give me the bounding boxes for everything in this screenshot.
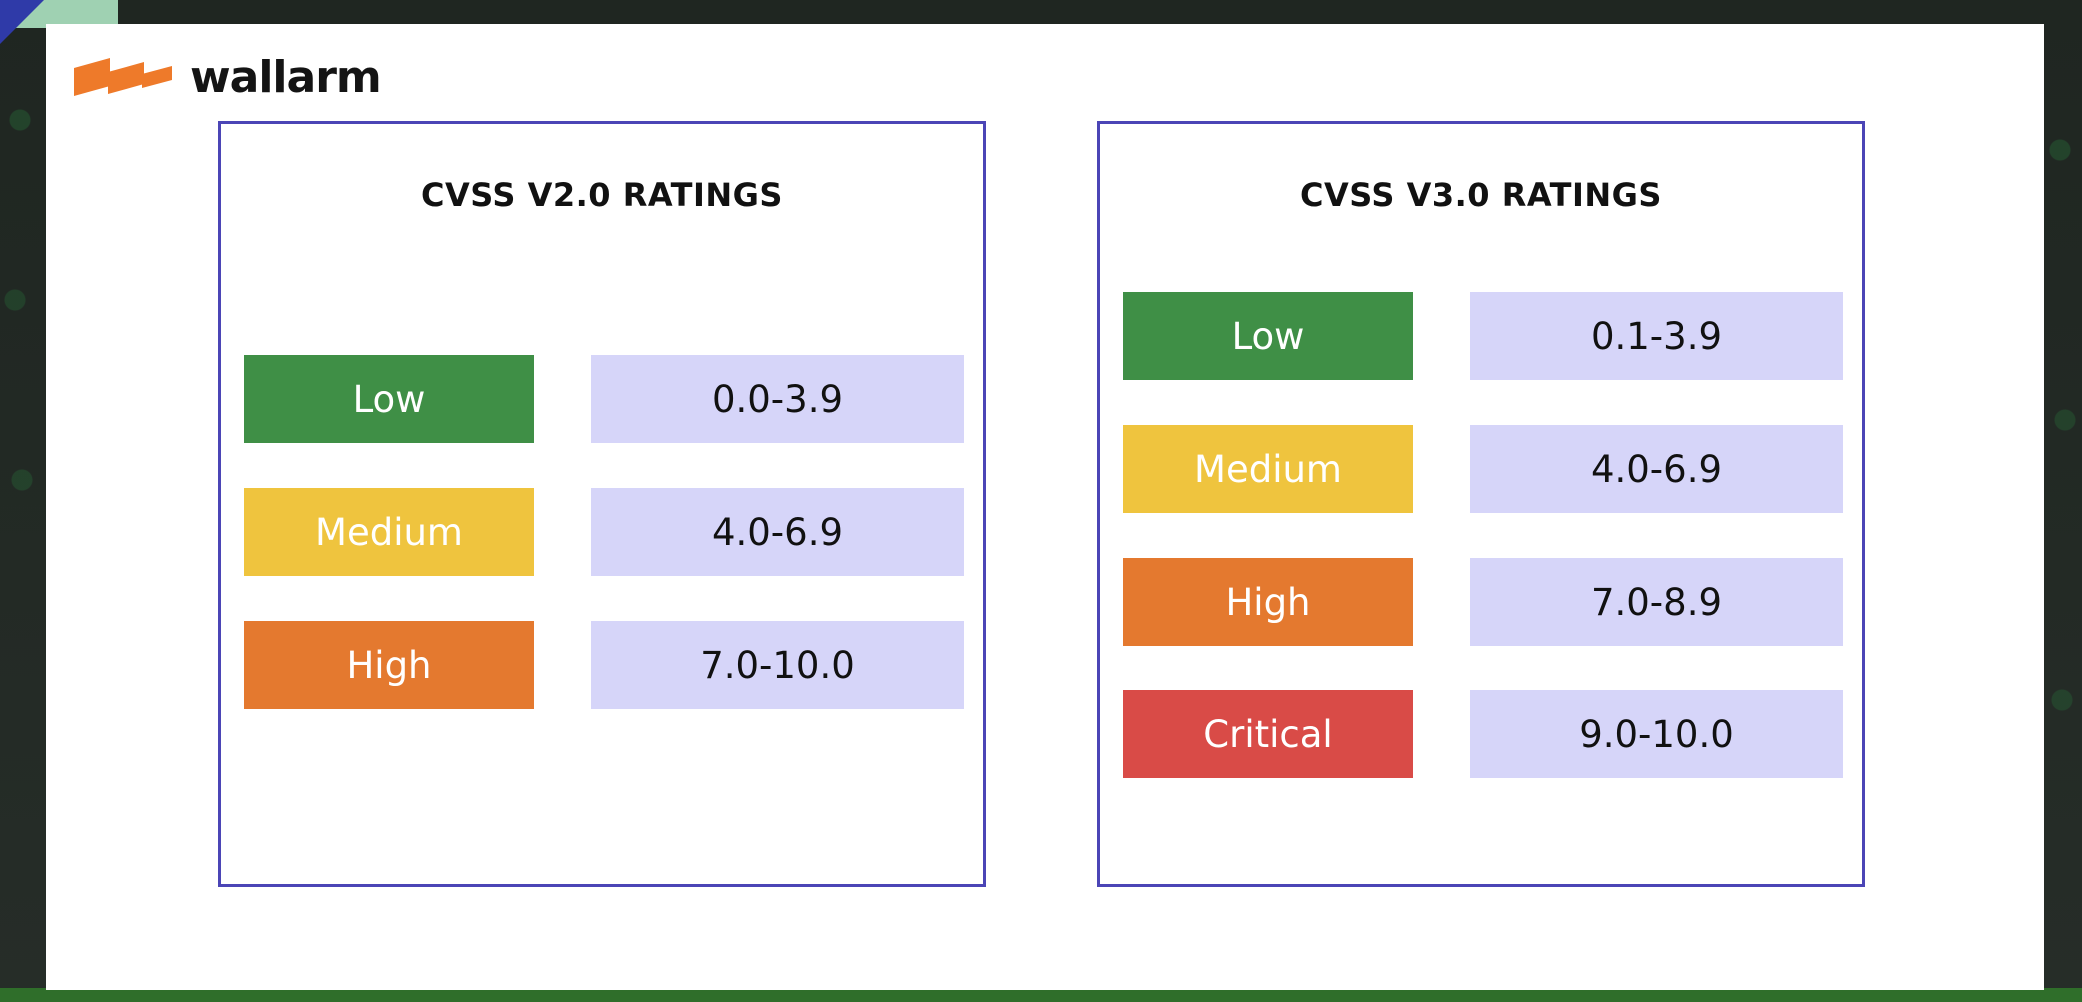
wallarm-logo: wallarm: [74, 52, 382, 103]
rating-row-high: High 7.0-10.0: [221, 621, 983, 709]
content-card: wallarm CVSS V2.0 RATINGS Low 0.0-3.9 Me…: [46, 24, 2044, 990]
score-range: 0.1-3.9: [1470, 292, 1843, 380]
wallarm-logo-icon: [74, 57, 172, 96]
score-range: 7.0-10.0: [591, 621, 964, 709]
severity-label: Low: [1123, 292, 1413, 380]
rating-row-medium: Medium 4.0-6.9: [221, 488, 983, 576]
score-range: 4.0-6.9: [1470, 425, 1843, 513]
score-range: 0.0-3.9: [591, 355, 964, 443]
score-range: 7.0-8.9: [1470, 558, 1843, 646]
brand-name: wallarm: [190, 52, 382, 103]
severity-label: Medium: [1123, 425, 1413, 513]
score-range: 4.0-6.9: [591, 488, 964, 576]
rating-row-low: Low 0.0-3.9: [221, 355, 983, 443]
rating-row-low: Low 0.1-3.9: [1100, 292, 1862, 380]
corner-triangle: [0, 0, 44, 44]
rating-row-critical: Critical 9.0-10.0: [1100, 690, 1862, 778]
panel-title: CVSS V2.0 RATINGS: [421, 176, 783, 214]
cvss-v3-panel: CVSS V3.0 RATINGS Low 0.1-3.9 Medium 4.0…: [1097, 121, 1865, 887]
severity-label: High: [244, 621, 534, 709]
severity-label: Medium: [244, 488, 534, 576]
severity-label: High: [1123, 558, 1413, 646]
severity-label: Critical: [1123, 690, 1413, 778]
panel-title: CVSS V3.0 RATINGS: [1300, 176, 1662, 214]
rating-row-high: High 7.0-8.9: [1100, 558, 1862, 646]
severity-label: Low: [244, 355, 534, 443]
rating-row-medium: Medium 4.0-6.9: [1100, 425, 1862, 513]
score-range: 9.0-10.0: [1470, 690, 1843, 778]
bottom-strip: [0, 988, 2082, 1002]
cvss-v2-panel: CVSS V2.0 RATINGS Low 0.0-3.9 Medium 4.0…: [218, 121, 986, 887]
